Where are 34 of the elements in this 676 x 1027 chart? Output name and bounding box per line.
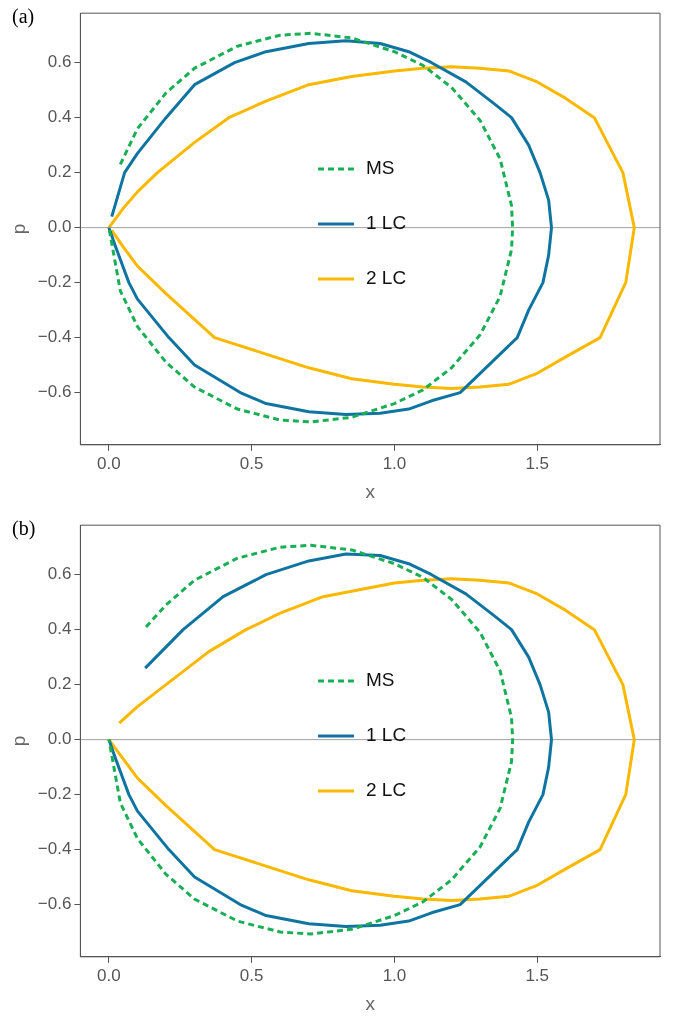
x-tick-label: 0.0 [97,453,121,473]
y-tick-label: 0.2 [47,162,72,182]
y-tick-label: −0.2 [37,784,72,804]
y-tick-label: −0.6 [37,894,72,914]
y-tick-label: −0.6 [37,382,72,402]
y-tick-label: 0.4 [47,619,72,639]
y-tick-label: 0.0 [47,217,72,237]
x-axis-title: x [365,480,376,502]
x-tick-label: 0.5 [239,965,264,985]
x-tick-label: 1.5 [525,453,550,473]
legend-label: MS [366,157,395,179]
y-tick-label: 0.6 [47,52,72,72]
x-tick-label: 1.0 [382,453,407,473]
x-tick-label: 1.0 [382,965,407,985]
y-tick-label: −0.4 [37,839,72,859]
chart-title: (a) [12,5,35,29]
legend-label: 1 LC [366,212,407,234]
y-tick-label: 0.0 [47,729,72,749]
y-tick-label: 0.2 [47,674,72,694]
x-axis-title: x [365,992,376,1014]
legend-label: MS [366,669,395,691]
legend-label: 2 LC [366,779,407,801]
y-tick-label: −0.4 [37,327,72,347]
x-tick-label: 0.5 [239,453,264,473]
legend-label: 2 LC [366,267,407,289]
legend-label: 1 LC [366,724,407,746]
chart-title: (b) [12,517,36,541]
x-tick-label: 0.0 [97,965,121,985]
y-axis-title: p [7,223,29,235]
x-tick-label: 1.5 [525,965,550,985]
y-tick-label: 0.4 [47,107,72,127]
y-axis-title: p [7,735,29,747]
y-tick-label: 0.6 [47,564,72,584]
y-tick-label: −0.2 [37,272,72,292]
